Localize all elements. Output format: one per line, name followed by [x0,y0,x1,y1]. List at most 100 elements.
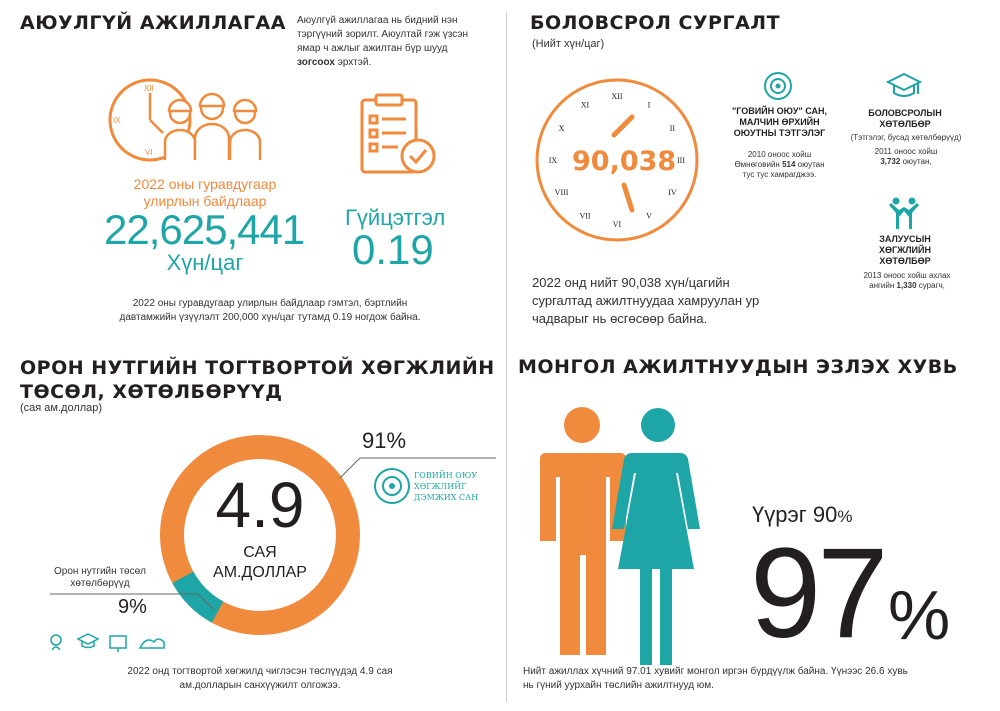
clock-numeral: IX [549,156,558,165]
safety-intro-line: тэргүүний зорилт. Аюултай гэж үзсэн [297,29,469,40]
graduation-cap-icon [886,72,922,97]
training-desc: 2022 онд нийт 90,038 хүн/цагийн сургалта… [532,274,759,328]
youth-count: 1,330 [896,281,917,290]
projects-note-line: 2022 онд тогтвортой хөгжилд чиглэсэн төс… [127,666,393,677]
training-title: БОЛОВСРОЛ СУРГАЛТ [530,12,781,34]
projects-big-value: 4.9 [215,469,305,541]
clock-numeral: XII [611,92,622,101]
safety-note-line: давтамжийн үзүүлэлт 200,000 хүн/цаг тута… [119,312,421,323]
clock-numeral: I [648,101,651,110]
vertical-divider [506,12,507,702]
safety-intro-end: эрхтэй. [334,57,372,68]
performance-label: Гүйцэтгэл [345,205,446,230]
clock-numeral: VI [613,220,622,229]
safety-intro: Аюулгүй ажиллагаа нь бидний нэн тэргүүни… [297,14,497,70]
projects-note: 2022 онд тогтвортой хөгжилд чиглэсэн төс… [60,665,460,693]
fund-logo-line: ДЭМЖИХ САН [414,493,479,502]
youth-text-line: 2013 оноос хойш ахлах [863,271,951,280]
fund-title-line: МАЛЧИН ӨРХИЙН [739,117,820,127]
clock-ix: IX [113,116,121,125]
minor-label-line: хөтөлбөрүүд [70,578,130,589]
education-text-line: 2011 оноос хойш [874,147,938,156]
projects-title-line: ТӨСӨЛ, ХӨТӨЛБӨРҮҮД [20,381,283,403]
fund-title: "ГОВИЙН ОЮУ" САН, МАЛЧИН ӨРХИЙН ОЮУТНЫ Т… [722,106,837,139]
clock-vi: VI [145,148,153,157]
youth-title-line: ХӨГЖЛИЙН [879,245,931,255]
clock-numeral: X [559,124,565,133]
safety-note: 2022 оны гуравдугаар улирлын байдлаар гэ… [60,297,480,325]
training-clock-value: 90,038 [572,146,677,177]
clock-numeral: III [677,156,685,165]
local-label-percent: % [837,507,853,526]
workforce-note: Нийт ажиллах хүчний 97.01 хувийг монгол … [523,665,993,693]
clock-numeral: II [670,124,676,133]
safety-title: АЮУЛГҮЙ АЖИЛЛАГАА [20,12,286,34]
clock-numeral: VII [579,211,590,220]
workforce-note-line: Нийт ажиллах хүчний 97.01 хувийг монгол … [523,666,908,677]
training-desc-line: сургалтад ажилтнуудаа хамруулан ур [532,293,760,308]
local-label-text: Үүрэг 90 [752,502,838,527]
projects-title-line: ОРОН НУТГИЙН ТОГТВОРТОЙ ХӨГЖЛИЙН [20,357,495,379]
projects-minor-pct: 9% [118,596,147,618]
fund-logo-line: ГОВИЙН ОЮУ [414,471,478,480]
fund-logo-line: ХӨГЖЛИЙГ [414,482,467,491]
projects-unit-line: АМ.ДОЛЛАР [213,564,307,581]
youth-text: 2013 оноос хойш ахлах ангийн 1,330 сураг… [842,271,972,291]
workforce-big-percent: % [888,576,951,654]
fund-text-count: 514 [782,160,796,169]
clock-numeral: IV [668,188,677,197]
fund-logo-text: ГОВИЙН ОЮУ ХӨГЖЛИЙГ ДЭМЖИХ САН [414,470,478,503]
education-text: (Тэтгэлэг, бусад хөтөлбөрүүд) 2011 оноос… [846,133,966,167]
minor-label-line: Орон нутгийн төсөл [54,566,146,577]
clock-numeral: VIII [555,188,569,197]
safety-period-line: 2022 оны гуравдугаар [133,176,277,192]
projects-note-line: ам.долларын санхүүжилт олгожээ. [179,680,341,691]
youth-title: ЗАЛУУСЫН ХӨГЖЛИЙН ХӨТӨЛБӨР [850,234,960,267]
education-count: 3,732 [880,157,901,166]
major-leader-line [339,457,496,479]
workforce-big-value: 97 [750,522,888,665]
projects-donut [160,435,360,635]
training-desc-line: 2022 онд нийт 90,038 хүн/цагийн [532,275,730,290]
safety-note-line: 2022 оны гуравдугаар улирлын байдлаар гэ… [132,298,408,309]
fund-text-part: оюутан [795,160,825,169]
projects-title: ОРОН НУТГИЙН ТОГТВОРТОЙ ХӨГЖЛИЙН ТӨСӨЛ, … [20,356,495,404]
safety-intro-line: Аюулгүй ажиллагаа нь бидний нэн [297,15,458,26]
clock-numeral: XI [581,101,590,110]
minor-leader-line [50,593,215,611]
youth-title-line: ЗАЛУУСЫН [879,234,931,244]
projects-subtitle: (сая ам.доллар) [20,402,103,414]
clock-numeral: V [646,211,652,220]
safety-intro-bold: зогсоох [297,57,335,68]
training-desc-line: чадварыг нь өсгөсөөр байна. [532,311,708,326]
performance-value: 0.19 [352,226,434,273]
education-title-line: БОЛОВСРОЛЫН [868,108,942,118]
safety-period-line: улирлын байдлаар [143,193,267,209]
workforce-note-line: нь гүний уурхайн төслийн ажилтнууд юм. [523,680,714,691]
minor-label: Орон нутгийн төсөл хөтөлбөрүүд [50,566,150,590]
clipboard-check-icon [360,93,436,174]
fund-text: 2010 оноос хойш Өмнөговийн 514 оюутан ту… [722,150,837,180]
project-category-icons [50,633,165,652]
youth-text-part: ангийн [869,281,897,290]
hours-unit: Хүн/цаг [166,250,244,275]
workforce-title: МОНГОЛ АЖИЛТНУУДЫН ЭЗЛЭХ ХУВЬ [518,356,958,378]
gobi-fund-logo-icon [764,72,792,100]
training-subtitle: (Нийт хүн/цаг) [532,38,605,50]
safety-period: 2022 оны гуравдугаар улирлын байдлаар [110,176,300,210]
fund-text-line: тус тус хамрагджээ. [742,170,817,179]
fund-title-line: ОЮУТНЫ ТЭТГЭЛЭГ [733,128,826,138]
education-text-part: оюутан, [900,157,932,166]
projects-unit-line: САЯ [243,544,277,561]
youth-text-part: сурагч, [916,281,945,290]
projects-unit: САЯ АМ.ДОЛЛАР [190,543,330,583]
fund-title-line: "ГОВИЙН ОЮУ" САН, [731,106,828,116]
donut-major-segment [160,435,360,635]
youth-title-line: ХӨТӨЛБӨР [879,256,931,266]
hours-value: 22,625,441 [104,206,305,253]
projects-major-pct: 91% [362,428,407,453]
gobi-fund-logo-small-icon [374,468,410,504]
fund-text-line: 2010 оноос хойш [747,150,812,159]
local-label: Үүрэг 90% [752,502,852,528]
